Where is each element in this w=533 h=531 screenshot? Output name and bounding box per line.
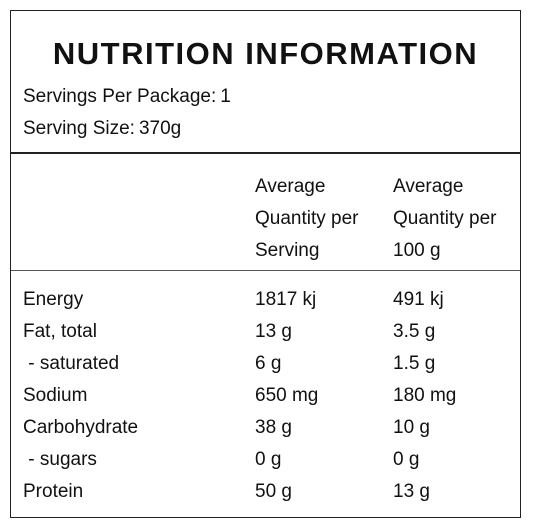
table-row: - sugars 0 g 0 g (11, 444, 520, 476)
panel-title: NUTRITION INFORMATION (52, 36, 479, 71)
header-divider (11, 152, 520, 154)
quantity-per-100g: 0 g (393, 449, 420, 470)
servings-per-package: Servings Per Package: 1 (23, 87, 231, 106)
quantity-per-serving: 6 g (255, 353, 282, 374)
quantity-per-100g: 3.5 g (393, 321, 436, 342)
column-header-line: 100 g (393, 240, 441, 261)
serving-size-value: 370g (138, 118, 182, 139)
column-header-per-serving: Average Quantity per Serving (255, 171, 359, 267)
table-row: Energy 1817 kj 491 kj (11, 284, 520, 316)
servings-label: Servings Per Package: (23, 86, 217, 107)
nutrient-name: Protein (23, 481, 84, 502)
column-header-line: Average (393, 176, 464, 197)
nutrient-name: - saturated (23, 353, 120, 374)
quantity-per-100g: 10 g (393, 417, 430, 438)
nutrition-panel: NUTRITION INFORMATION Servings Per Packa… (10, 10, 521, 518)
nutrient-name: Energy (23, 289, 84, 310)
column-header-per-100g: Average Quantity per 100 g (393, 171, 497, 267)
quantity-per-100g: 180 mg (393, 385, 457, 406)
column-header-line: Serving (255, 240, 320, 261)
serving-size-label: Serving Size: (23, 118, 135, 139)
quantity-per-serving: 1817 kj (255, 289, 317, 310)
table-row: - saturated 6 g 1.5 g (11, 348, 520, 380)
serving-size: Serving Size: 370g (23, 119, 181, 138)
quantity-per-100g: 491 kj (393, 289, 444, 310)
nutrient-name: Sodium (23, 385, 88, 406)
table-row: Protein 50 g 13 g (11, 476, 520, 508)
table-row: Carbohydrate 38 g 10 g (11, 412, 520, 444)
quantity-per-serving: 38 g (255, 417, 292, 438)
servings-value: 1 (220, 86, 231, 107)
column-header-line: Average (255, 176, 326, 197)
quantity-per-100g: 13 g (393, 481, 430, 502)
quantity-per-serving: 50 g (255, 481, 292, 502)
nutrient-name: Fat, total (23, 321, 97, 342)
quantity-per-serving: 13 g (255, 321, 292, 342)
column-header-divider (11, 270, 520, 271)
quantity-per-serving: 0 g (255, 449, 282, 470)
quantity-per-serving: 650 mg (255, 385, 319, 406)
table-row: Sodium 650 mg 180 mg (11, 380, 520, 412)
column-header-line: Quantity per (255, 208, 359, 229)
quantity-per-100g: 1.5 g (393, 353, 436, 374)
column-header-line: Quantity per (393, 208, 497, 229)
nutrient-name: Carbohydrate (23, 417, 139, 438)
nutrient-name: - sugars (23, 449, 97, 470)
table-row: Fat, total 13 g 3.5 g (11, 316, 520, 348)
